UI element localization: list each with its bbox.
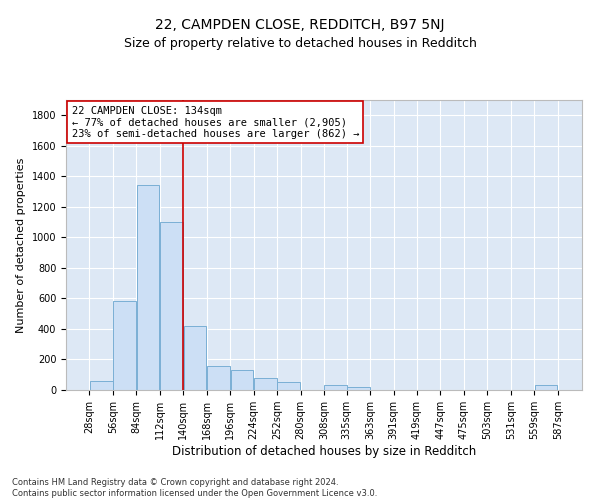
Bar <box>90 381 113 390</box>
Bar <box>230 370 253 390</box>
Bar <box>347 387 370 390</box>
Text: Size of property relative to detached houses in Redditch: Size of property relative to detached ho… <box>124 38 476 51</box>
Bar <box>325 386 347 390</box>
Text: 22, CAMPDEN CLOSE, REDDITCH, B97 5NJ: 22, CAMPDEN CLOSE, REDDITCH, B97 5NJ <box>155 18 445 32</box>
Y-axis label: Number of detached properties: Number of detached properties <box>16 158 26 332</box>
Text: 22 CAMPDEN CLOSE: 134sqm
← 77% of detached houses are smaller (2,905)
23% of sem: 22 CAMPDEN CLOSE: 134sqm ← 77% of detach… <box>71 106 359 139</box>
X-axis label: Distribution of detached houses by size in Redditch: Distribution of detached houses by size … <box>172 445 476 458</box>
Bar <box>160 222 183 390</box>
Bar <box>113 302 136 390</box>
Bar <box>207 366 230 390</box>
Bar <box>535 386 557 390</box>
Text: Contains HM Land Registry data © Crown copyright and database right 2024.
Contai: Contains HM Land Registry data © Crown c… <box>12 478 377 498</box>
Bar <box>137 186 160 390</box>
Bar <box>184 326 206 390</box>
Bar <box>277 382 300 390</box>
Bar <box>254 378 277 390</box>
